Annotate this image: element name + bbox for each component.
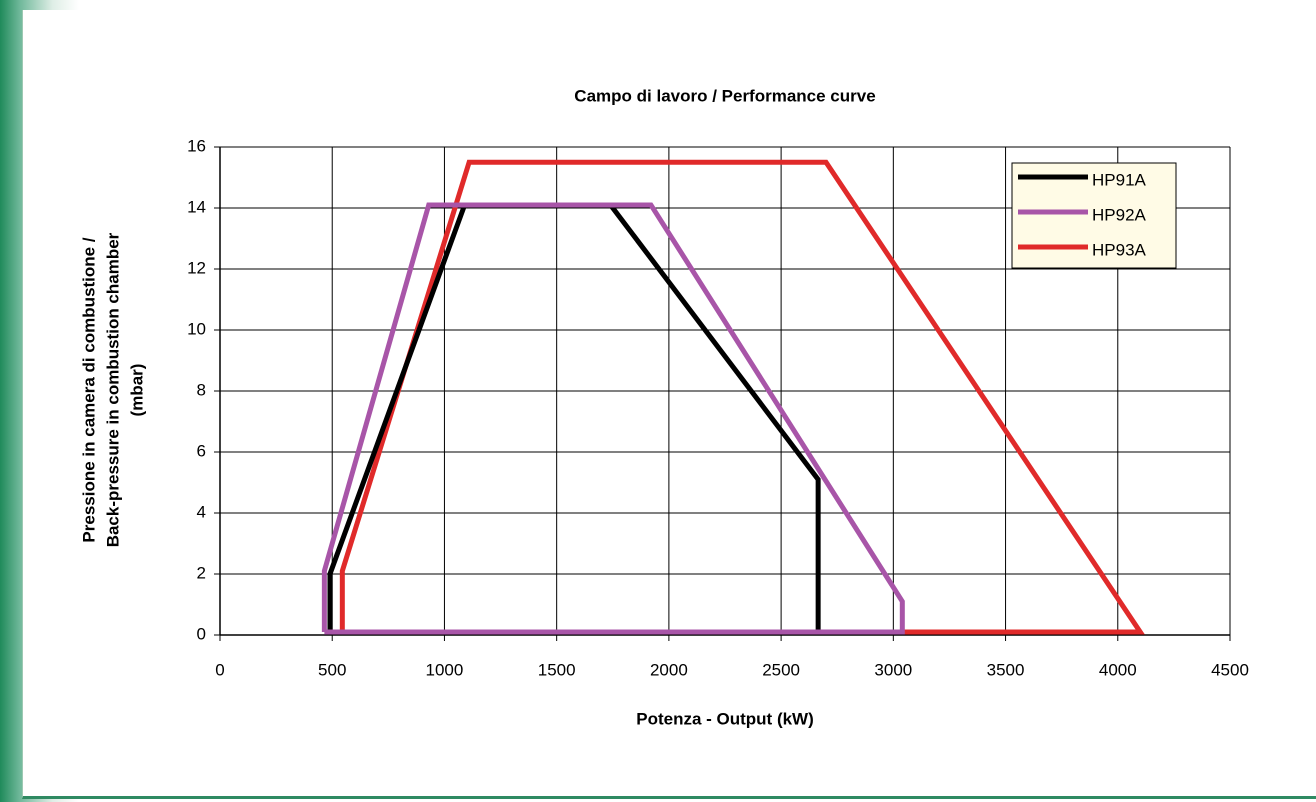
series-line bbox=[339, 159, 1145, 635]
x-tick-label: 0 bbox=[215, 660, 224, 679]
y-tick-label: 12 bbox=[187, 258, 206, 277]
legend-box bbox=[1011, 162, 1177, 269]
y-tick-label: 16 bbox=[187, 136, 206, 155]
legend-label: HP93A bbox=[1092, 240, 1147, 259]
y-axis-title: Pressione in camera di combustione / Bac… bbox=[79, 232, 146, 547]
x-tick-label: 2000 bbox=[650, 660, 688, 679]
x-tick-label: 1500 bbox=[538, 660, 576, 679]
x-tick-label: 3500 bbox=[987, 660, 1025, 679]
y-tick-label: 14 bbox=[187, 197, 206, 216]
y-tick-label: 6 bbox=[197, 441, 206, 460]
y-axis-title-line: Back-pressure in combustion chamber bbox=[103, 232, 122, 547]
y-tick-label: 0 bbox=[197, 624, 206, 643]
legend-label: HP92A bbox=[1092, 205, 1147, 224]
series-line bbox=[321, 202, 905, 635]
chart-title: Campo di lavoro / Performance curve bbox=[574, 86, 875, 105]
y-tick-label: 2 bbox=[197, 563, 206, 582]
x-tick-label: 4000 bbox=[1099, 660, 1137, 679]
x-tick-label: 2500 bbox=[762, 660, 800, 679]
y-axis-title-line: (mbar) bbox=[127, 364, 146, 417]
legend-label: HP91A bbox=[1092, 170, 1147, 189]
x-tick-label: 3000 bbox=[874, 660, 912, 679]
x-tick-label: 1000 bbox=[426, 660, 464, 679]
x-tick-label: 4500 bbox=[1211, 660, 1249, 679]
y-tick-label: 8 bbox=[197, 380, 206, 399]
y-axis-title-line: Pressione in camera di combustione / bbox=[79, 237, 98, 542]
x-axis-title: Potenza - Output (kW) bbox=[636, 709, 814, 728]
y-tick-label: 10 bbox=[187, 319, 206, 338]
x-tick-label: 500 bbox=[318, 660, 346, 679]
y-tick-label: 4 bbox=[197, 502, 206, 521]
